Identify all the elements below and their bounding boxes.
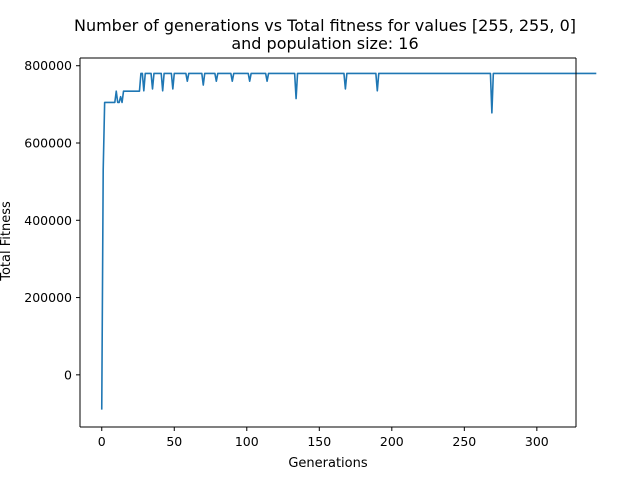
x-axis-label: Generations — [288, 456, 368, 471]
x-tick-label: 50 — [166, 434, 182, 449]
y-axis-label: Total Fitness — [0, 201, 14, 282]
x-tick-label: 300 — [525, 434, 549, 449]
y-tick-label: 600000 — [24, 136, 72, 151]
x-tick-label: 100 — [235, 434, 259, 449]
series-line-0 — [100, 72, 597, 410]
plot-area: 0 50 100 150 200 250 300 0 200000 400000 600000 800… — [24, 57, 597, 449]
x-tick-label: 250 — [452, 434, 476, 449]
x-tick-label: 150 — [307, 434, 331, 449]
y-tick-label: 200000 — [24, 290, 72, 305]
y-tick-label: 400000 — [24, 213, 72, 228]
y-tick-label: 0 — [64, 367, 72, 382]
chart-title: Number of generations vs Total fitness f… — [74, 16, 576, 35]
x-tick-label: 0 — [98, 434, 106, 449]
x-tick-label: 200 — [380, 434, 404, 449]
y-tick-label: 800000 — [24, 58, 72, 73]
chart-subtitle: and population size: 16 — [231, 34, 418, 53]
